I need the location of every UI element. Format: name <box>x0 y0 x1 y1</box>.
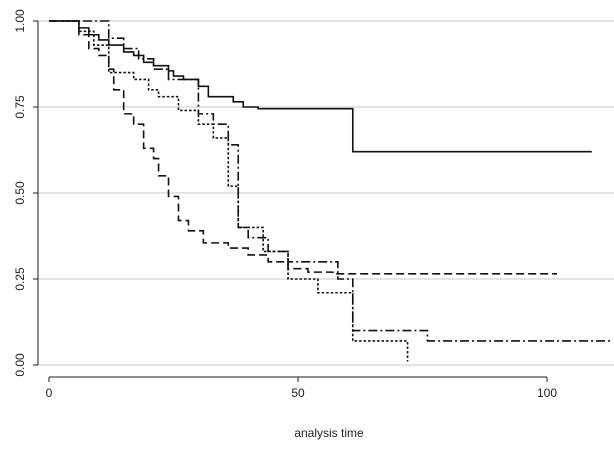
series-line-dashed <box>49 20 557 275</box>
series-line-dotted <box>49 20 409 362</box>
series-line-dash-dot <box>49 20 612 342</box>
x-tick-label: 50 <box>291 386 305 400</box>
series-line-solid <box>49 20 592 153</box>
series-layer <box>49 20 612 362</box>
x-tick-label: 100 <box>537 386 557 400</box>
x-axis-label: analysis time <box>294 426 364 440</box>
x-axis: 0 50 100 <box>46 376 557 400</box>
y-tick-label: 0.25 <box>13 267 27 291</box>
x-tick-label: 0 <box>46 386 53 400</box>
y-tick-label: 0.50 <box>13 181 27 205</box>
plot-grid <box>38 20 614 366</box>
y-tick-label: 1.00 <box>13 9 27 33</box>
y-axis: 0.00 0.25 0.50 0.75 1.00 <box>13 9 39 377</box>
y-tick-label: 0.00 <box>13 353 27 377</box>
y-tick-label: 0.75 <box>13 95 27 119</box>
